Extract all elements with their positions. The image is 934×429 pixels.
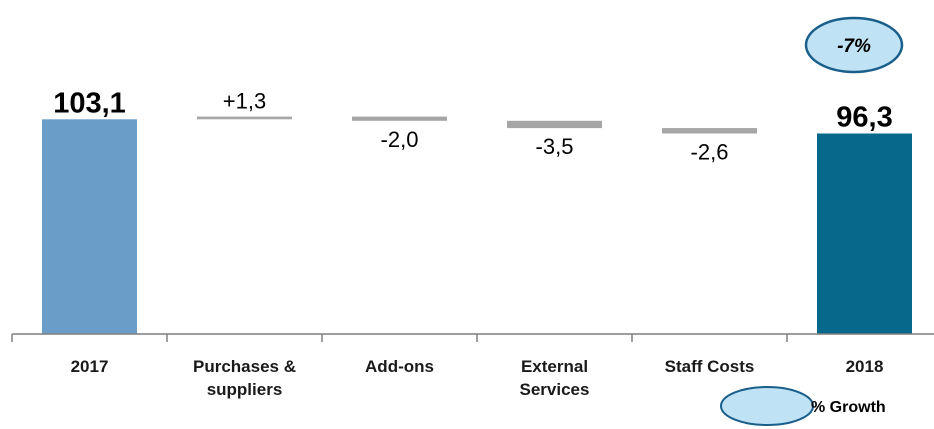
value-label: +1,3	[223, 89, 266, 114]
category-label-line: 2017	[71, 357, 109, 376]
growth-bubble: -7%	[804, 16, 904, 74]
value-label: -2,0	[381, 127, 419, 152]
category-label: External Services	[520, 357, 590, 399]
category-label: Purchases & suppliers	[193, 357, 296, 399]
category-label-line: Services	[520, 380, 590, 399]
value-label: -2,6	[691, 140, 729, 165]
value-label: 103,1	[53, 87, 126, 119]
total-bar	[42, 119, 137, 334]
category-label-line: suppliers	[207, 380, 283, 399]
value-label: 96,3	[836, 102, 892, 134]
value-labels-layer: 103,1 +1,3 -2,0 -3,5 -2,6 96,3	[53, 87, 893, 164]
category-label-line: Add-ons	[365, 357, 434, 376]
legend-label: % Growth	[811, 399, 886, 416]
total-bar	[817, 133, 912, 334]
delta-bar	[352, 116, 447, 121]
category-label: 2018	[846, 357, 884, 376]
bars-layer	[42, 116, 912, 334]
delta-bar	[662, 128, 757, 134]
value-label: -3,5	[536, 134, 574, 159]
category-label: Staff Costs	[665, 357, 755, 376]
legend: % Growth	[720, 386, 886, 426]
category-label-line: Purchases &	[193, 357, 296, 376]
category-label: 2017	[71, 357, 109, 376]
delta-bar	[197, 116, 292, 120]
growth-value: -7%	[837, 36, 871, 57]
legend-marker-ellipse	[720, 386, 814, 426]
category-label: Add-ons	[365, 357, 434, 376]
delta-bar	[507, 120, 602, 129]
growth-bubble-shape	[804, 16, 904, 74]
category-labels-layer: 2017 Purchases & suppliers Add-ons External S…	[71, 357, 884, 399]
x-axis	[11, 333, 934, 342]
category-label-line: External	[521, 357, 588, 376]
category-label-line: Staff Costs	[665, 357, 755, 376]
category-label-line: 2018	[846, 357, 884, 376]
